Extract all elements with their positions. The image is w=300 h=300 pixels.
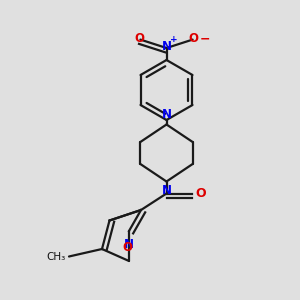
Text: +: + — [169, 35, 177, 44]
Text: O: O — [134, 32, 144, 45]
Text: N: N — [124, 238, 134, 251]
Text: O: O — [189, 32, 199, 45]
Text: CH₃: CH₃ — [46, 251, 65, 262]
Text: N: N — [161, 184, 172, 197]
Text: N: N — [161, 40, 172, 53]
Text: O: O — [196, 187, 206, 200]
Text: O: O — [122, 242, 133, 254]
Text: N: N — [161, 109, 172, 122]
Text: −: − — [200, 32, 210, 45]
